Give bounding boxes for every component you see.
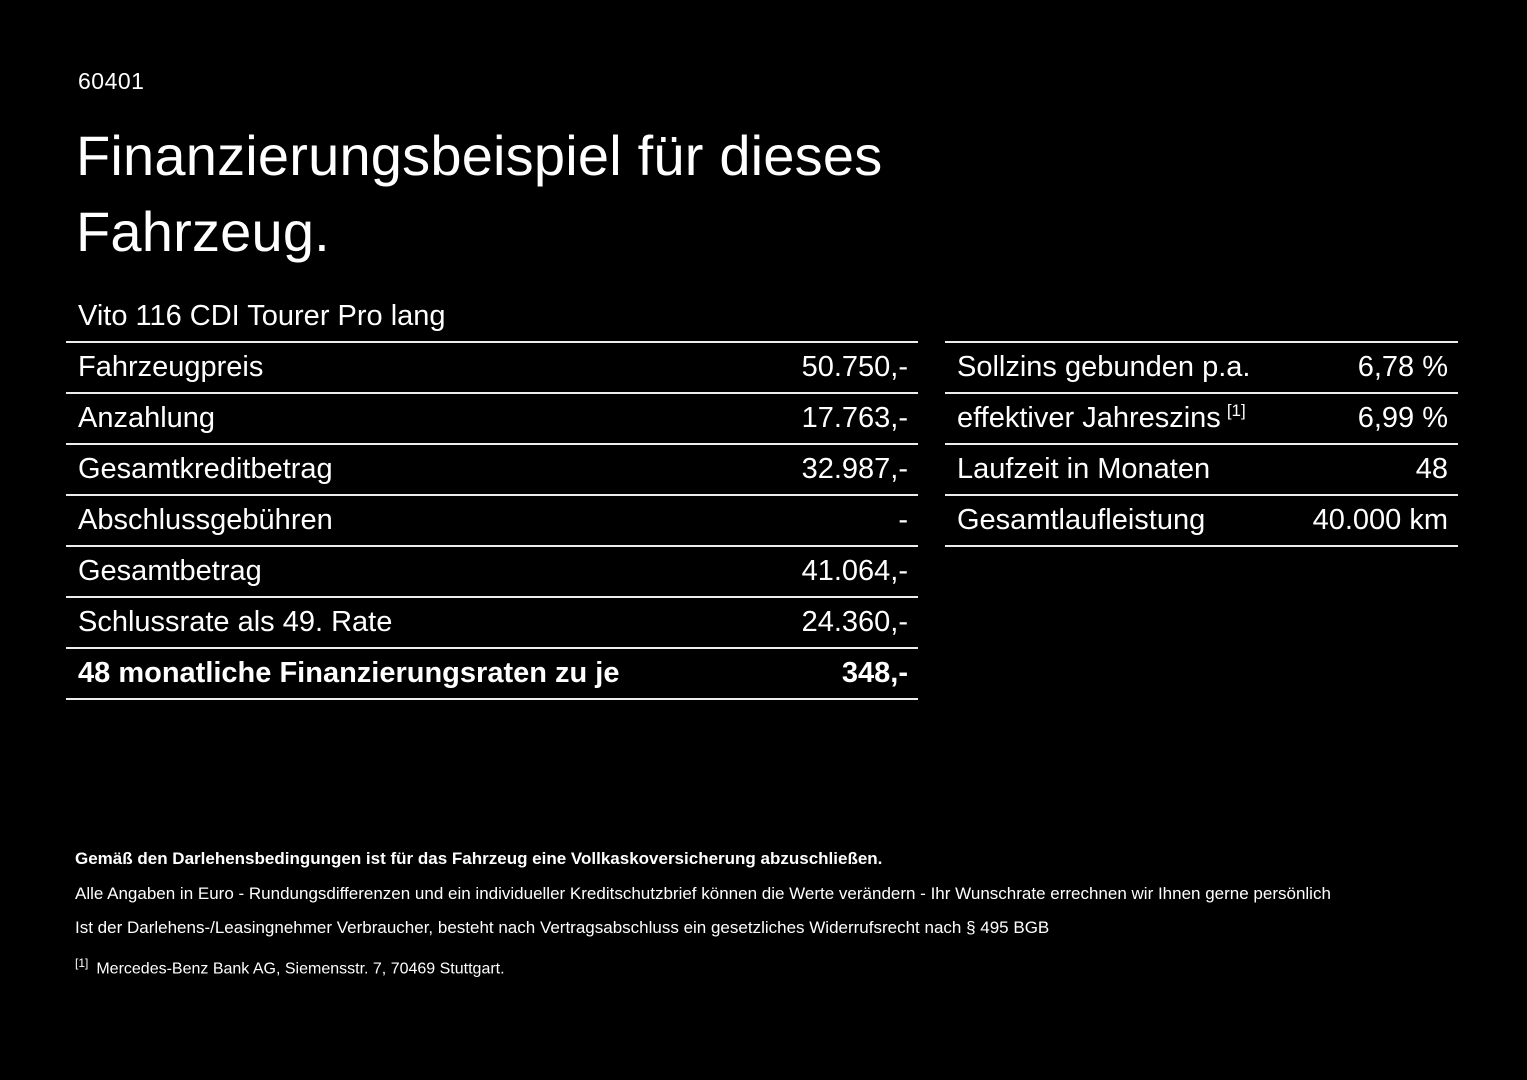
table-row-sollzins: Sollzins gebunden p.a. 6,78 % [945, 343, 1458, 394]
table-row-abschlussgebuehren: Abschlussgebühren - [66, 496, 918, 547]
row-label: Gesamtlaufleistung [957, 504, 1206, 536]
row-value: 50.750,- [801, 351, 908, 383]
row-label: Laufzeit in Monaten [957, 453, 1211, 485]
row-label: Sollzins gebunden p.a. [957, 351, 1251, 383]
table-row-schlussrate: Schlussrate als 49. Rate 24.360,- [66, 598, 918, 649]
table-row-effektiver-jahreszins: effektiver Jahreszins [1] 6,99 % [945, 394, 1458, 445]
row-label-text: effektiver Jahreszins [957, 402, 1221, 434]
footnote-ref: [1] [1226, 401, 1246, 421]
row-label: Gesamtkreditbetrag [78, 453, 333, 485]
vehicle-name: Vito 116 CDI Tourer Pro lang [78, 300, 446, 332]
row-label: Fahrzeugpreis [78, 351, 264, 383]
disclaimer-note-1: Alle Angaben in Euro - Rundungsdifferenz… [75, 884, 1331, 904]
row-label: Abschlussgebühren [78, 504, 333, 536]
table-row-gesamtbetrag: Gesamtbetrag 41.064,- [66, 547, 918, 598]
page-title-line2: Fahrzeug. [76, 199, 330, 263]
legal-footer: Gemäß den Darlehensbedingungen ist für d… [75, 848, 1455, 979]
row-value: 32.987,- [801, 453, 908, 485]
table-row-anzahlung: Anzahlung 17.763,- [66, 394, 918, 445]
table-row-monatsrate: 48 monatliche Finanzierungsraten zu je 3… [66, 649, 918, 700]
table-row-gesamtkreditbetrag: Gesamtkreditbetrag 32.987,- [66, 445, 918, 496]
row-value: 40.000 km [1312, 504, 1448, 536]
table-row-laufzeit: Laufzeit in Monaten 48 [945, 445, 1458, 496]
row-value: 48 [1415, 453, 1448, 485]
row-label: Anzahlung [78, 402, 216, 434]
page-title: Finanzierungsbeispiel für dieses Fahrzeug… [76, 118, 882, 269]
footnote-text: Mercedes-Benz Bank AG, Siemensstr. 7, 70… [96, 960, 505, 978]
insurance-note: Gemäß den Darlehensbedingungen ist für d… [75, 849, 883, 868]
row-label: 48 monatliche Finanzierungsraten zu je [78, 657, 620, 689]
disclaimer-note-2: Ist der Darlehens-/Leasingnehmer Verbrau… [75, 917, 1050, 937]
page-title-line1: Finanzierungsbeispiel für dieses [76, 124, 883, 187]
bank-footnote: [1] Mercedes-Benz Bank AG, Siemensstr. 7,… [75, 956, 1455, 979]
row-value: 24.360,- [801, 606, 908, 638]
row-value: 6,78 % [1357, 351, 1448, 383]
row-value: - [898, 504, 908, 536]
table-row-fahrzeugpreis: Fahrzeugpreis 50.750,- [66, 343, 918, 394]
financing-table: Fahrzeugpreis 50.750,- Anzahlung 17.763,… [66, 341, 918, 700]
row-value: 17.763,- [801, 402, 908, 434]
row-value: 41.064,- [801, 555, 908, 587]
row-value: 348,- [841, 657, 908, 689]
table-row-gesamtlaufleistung: Gesamtlaufleistung 40.000 km [945, 496, 1458, 547]
row-label: Schlussrate als 49. Rate [78, 606, 393, 638]
row-label: effektiver Jahreszins [1] [957, 402, 1246, 435]
footnote-marker: [1] [75, 955, 89, 970]
row-value: 6,99 % [1357, 402, 1448, 434]
row-label: Gesamtbetrag [78, 555, 262, 587]
conditions-table: Sollzins gebunden p.a. 6,78 % effektiver… [945, 341, 1458, 547]
document-code: 60401 [78, 68, 145, 94]
